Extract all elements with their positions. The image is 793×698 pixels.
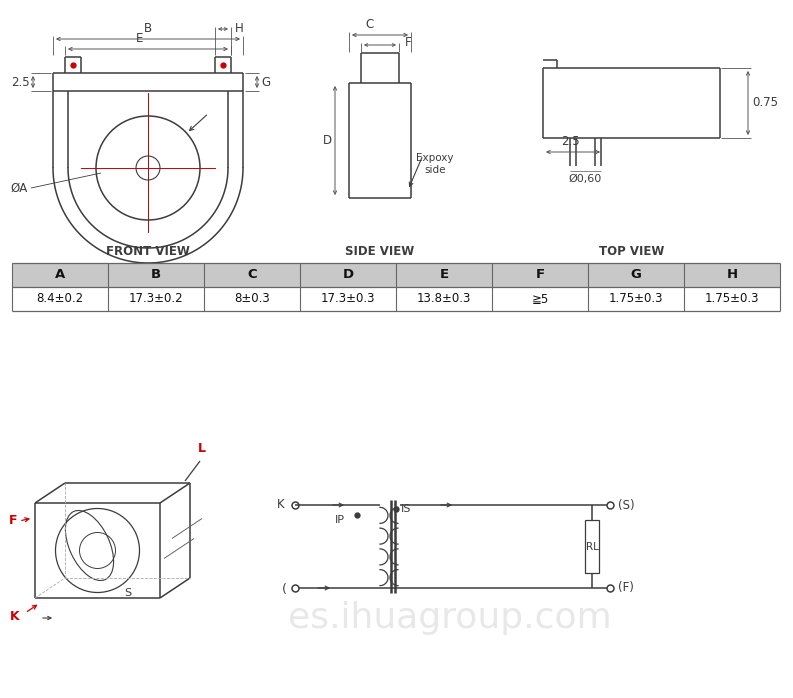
Text: F: F — [535, 269, 545, 281]
Text: H: H — [726, 269, 737, 281]
Text: (S): (S) — [618, 498, 634, 512]
Text: S: S — [124, 588, 131, 598]
Text: IP: IP — [335, 515, 345, 525]
Text: ØA: ØA — [11, 181, 28, 195]
Text: FRONT VIEW: FRONT VIEW — [106, 245, 190, 258]
Bar — [396, 263, 492, 287]
Text: 1.75±0.3: 1.75±0.3 — [609, 292, 663, 306]
Text: L: L — [198, 442, 206, 455]
Text: G: G — [261, 75, 270, 89]
Text: 2.5: 2.5 — [11, 75, 30, 89]
Bar — [204, 263, 300, 287]
Bar — [492, 263, 588, 287]
Text: 2.5: 2.5 — [561, 135, 580, 148]
Text: F: F — [9, 514, 17, 528]
Text: 17.3±0.3: 17.3±0.3 — [320, 292, 375, 306]
Text: Ø0,60: Ø0,60 — [569, 174, 602, 184]
Bar — [588, 263, 684, 287]
Bar — [684, 263, 780, 287]
Text: C: C — [247, 269, 257, 281]
Text: 1.75±0.3: 1.75±0.3 — [705, 292, 759, 306]
Text: D: D — [323, 134, 332, 147]
Text: (: ( — [282, 584, 287, 597]
Text: 8.4±0.2: 8.4±0.2 — [36, 292, 83, 306]
Text: 13.8±0.3: 13.8±0.3 — [417, 292, 471, 306]
Text: A: A — [55, 269, 65, 281]
Text: B: B — [151, 269, 161, 281]
Text: Expoxy
side: Expoxy side — [416, 153, 454, 174]
Text: es.ihuagroup.com: es.ihuagroup.com — [288, 601, 612, 635]
Text: D: D — [343, 269, 354, 281]
Text: B: B — [144, 22, 152, 35]
Text: G: G — [630, 269, 642, 281]
Text: 0.75: 0.75 — [752, 96, 778, 110]
Text: C: C — [366, 18, 374, 31]
Text: K: K — [278, 498, 285, 512]
Text: RL: RL — [585, 542, 599, 551]
Text: F: F — [405, 36, 412, 50]
Text: E: E — [136, 32, 144, 45]
Text: H: H — [235, 22, 243, 36]
Bar — [12, 263, 108, 287]
Text: TOP VIEW: TOP VIEW — [599, 245, 665, 258]
Bar — [108, 263, 204, 287]
Text: SIDE VIEW: SIDE VIEW — [346, 245, 415, 258]
Text: IS: IS — [401, 504, 412, 514]
Text: E: E — [439, 269, 449, 281]
Text: (F): (F) — [618, 581, 634, 595]
Bar — [300, 263, 396, 287]
Text: 8±0.3: 8±0.3 — [234, 292, 270, 306]
Text: ≧5: ≧5 — [531, 292, 549, 306]
Text: K: K — [10, 609, 20, 623]
Text: 17.3±0.2: 17.3±0.2 — [128, 292, 183, 306]
Bar — [585, 520, 599, 573]
